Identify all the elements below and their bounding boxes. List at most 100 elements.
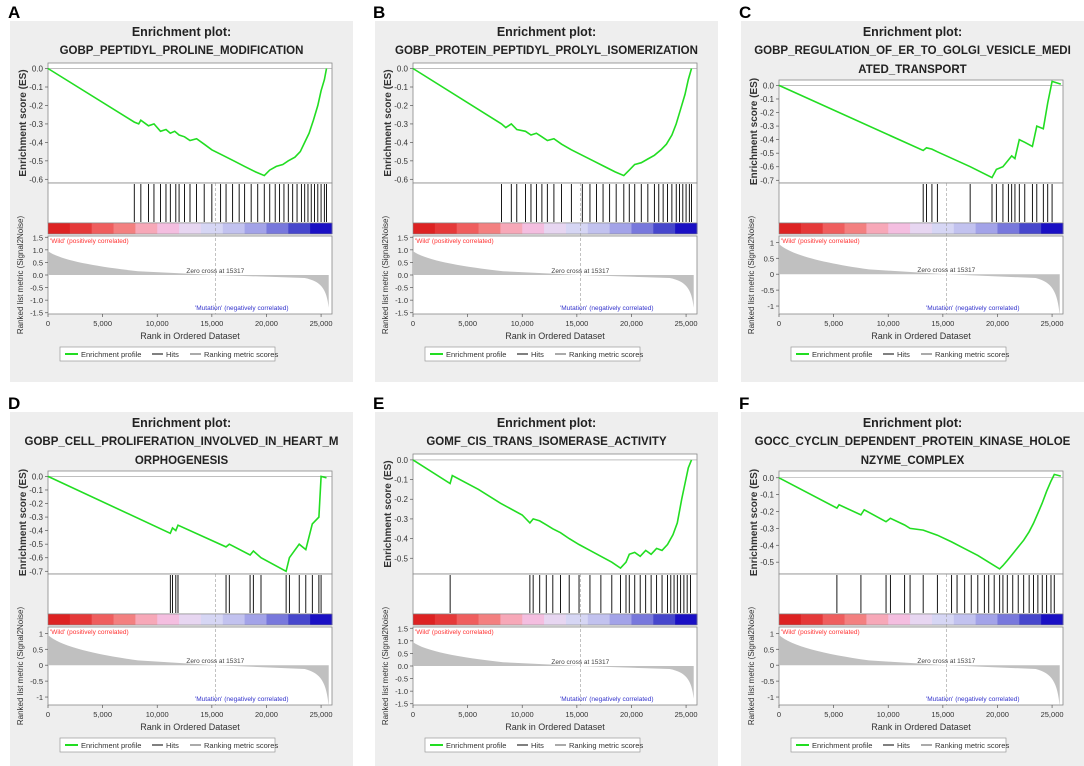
rank-heatmap-segment (500, 614, 523, 625)
rank-heatmap-segment (522, 223, 545, 234)
x-tick-label: 0 (777, 319, 781, 328)
x-tick-label: 10,000 (877, 319, 900, 328)
rank-tick-label: -1.0 (395, 687, 408, 696)
rank-tick-label: 1.0 (33, 246, 43, 255)
plot-title: Enrichment plot: (497, 25, 596, 39)
rank-heatmap-segment (997, 614, 1020, 625)
gene-set-name-line: GOCC_CYCLIN_DEPENDENT_PROTEIN_KINASE_HOL… (755, 436, 1071, 448)
es-tick-label: 0.0 (763, 474, 775, 483)
x-tick-label: 10,000 (146, 319, 169, 328)
mutation-label: 'Mutation' (negatively correlated) (926, 305, 1020, 312)
legend-item-profile: Enrichment profile (812, 350, 872, 359)
rank-heatmap-segment (157, 614, 180, 625)
es-tick-label: -0.3 (29, 120, 43, 129)
x-tick-label: 20,000 (255, 319, 278, 328)
es-tick-label: -0.5 (29, 540, 43, 549)
es-axis-label: Enrichment score (ES) (383, 69, 394, 176)
legend-item-profile: Enrichment profile (446, 741, 506, 750)
rank-heatmap-segment (953, 614, 977, 625)
rank-tick-label: -0.5 (761, 286, 774, 295)
x-tick-label: 15,000 (200, 319, 223, 328)
es-tick-label: -0.2 (760, 109, 774, 118)
gene-set-name-line: ORPHOGENESIS (135, 455, 229, 467)
rank-heatmap-segment (200, 223, 224, 234)
rank-axis-label: Ranked list metric (Signal2Noise) (381, 216, 390, 335)
rank-heatmap-segment (222, 614, 246, 625)
rank-heatmap-segment (456, 223, 480, 234)
rank-tick-label: 0.0 (33, 271, 43, 280)
rank-heatmap-segment (69, 614, 93, 625)
x-tick-label: 20,000 (986, 319, 1009, 328)
gene-set-name-line: GOBP_PEPTIDYL_PROLINE_MODIFICATION (60, 45, 304, 57)
rank-heatmap-segment (266, 223, 289, 234)
rank-heatmap-segment (522, 614, 545, 625)
rank-heatmap-frame (412, 222, 698, 235)
rank-heatmap-frame (778, 613, 1064, 626)
rank-heatmap-segment (931, 614, 955, 625)
rank-tick-label: 1 (770, 238, 774, 247)
es-plot-area (47, 470, 333, 575)
es-tick-label: -0.4 (394, 535, 408, 544)
rank-heatmap-segment (456, 614, 480, 625)
rank-heatmap-segment (800, 614, 824, 625)
panel-f: F Enrichment plot: GOCC_CYCLIN_DEPENDENT_P… (739, 394, 1084, 766)
rank-heatmap-segment (135, 223, 158, 234)
rank-heatmap-segment (69, 223, 93, 234)
x-tick-label: 10,000 (146, 710, 169, 719)
rank-heatmap-segment (179, 614, 202, 625)
rank-heatmap-segment (888, 614, 911, 625)
x-tick-label: 15,000 (931, 710, 954, 719)
es-tick-label: 0.0 (32, 472, 44, 481)
wild-label: 'Wild' (positively correlated) (415, 629, 494, 636)
rank-heatmap-segment (434, 614, 458, 625)
legend-item-metric: Ranking metric scores (204, 741, 278, 750)
legend-box (59, 346, 276, 362)
rank-heatmap-segment (609, 223, 632, 234)
es-tick-label: -0.4 (760, 136, 774, 145)
rank-heatmap-frame (47, 613, 333, 626)
x-tick-label: 25,000 (1041, 319, 1064, 328)
rank-axis-label: Ranked list metric (Signal2Noise) (381, 607, 390, 726)
rank-heatmap-segment (310, 223, 333, 234)
es-tick-label: 0.0 (32, 65, 44, 74)
es-tick-label: -0.4 (394, 138, 408, 147)
enrichment-profile-line (412, 67, 693, 177)
legend-item-metric: Ranking metric scores (935, 350, 1009, 359)
legend-item-hits: Hits (166, 350, 179, 359)
rank-heatmap-segment (48, 223, 71, 234)
es-tick-label: 0.0 (763, 81, 775, 90)
legend-item-hits: Hits (166, 741, 179, 750)
es-plot-area (778, 79, 1064, 184)
gene-set-name-line: ATED_TRANSPORT (858, 64, 966, 76)
wild-label: 'Wild' (positively correlated) (50, 238, 129, 245)
x-tick-label: 5,000 (824, 710, 843, 719)
zero-cross-label: Zero cross at 15317 (186, 268, 244, 275)
es-plot-area (47, 62, 333, 184)
x-tick-label: 15,000 (931, 319, 954, 328)
gene-set-name-line: GOBP_PROTEIN_PEPTIDYL_PROLYL_ISOMERIZATI… (395, 45, 698, 57)
rank-heatmap-segment (953, 223, 977, 234)
rank-heatmap-segment (544, 223, 567, 234)
plot-title: Enrichment plot: (497, 416, 596, 430)
rank-heatmap-segment (587, 614, 611, 625)
rank-axis-label: Ranked list metric (Signal2Noise) (747, 216, 756, 335)
es-tick-label: -0.6 (29, 554, 43, 563)
x-tick-label: 25,000 (675, 710, 698, 719)
es-tick-label: -0.3 (394, 120, 408, 129)
rank-heatmap-segment (631, 223, 654, 234)
panel-letter: D (8, 394, 20, 413)
rank-heatmap-segment (931, 223, 955, 234)
x-tick-label: 15,000 (200, 710, 223, 719)
rank-tick-label: 0 (39, 661, 43, 670)
es-tick-label: -0.2 (29, 101, 43, 110)
x-tick-label: 0 (46, 319, 50, 328)
rank-heatmap-segment (631, 614, 654, 625)
rank-heatmap-frame (47, 222, 333, 235)
es-tick-label: -0.2 (29, 500, 43, 509)
gene-set-name-line: GOMF_CIS_TRANS_ISOMERASE_ACTIVITY (426, 436, 667, 448)
es-tick-label: -0.4 (29, 527, 43, 536)
gene-set-name-line: GOBP_REGULATION_OF_ER_TO_GOLGI_VESICLE_M… (754, 45, 1071, 57)
plot-title: Enrichment plot: (132, 416, 231, 430)
panel-letter: B (373, 3, 385, 22)
x-tick-label: 20,000 (255, 710, 278, 719)
